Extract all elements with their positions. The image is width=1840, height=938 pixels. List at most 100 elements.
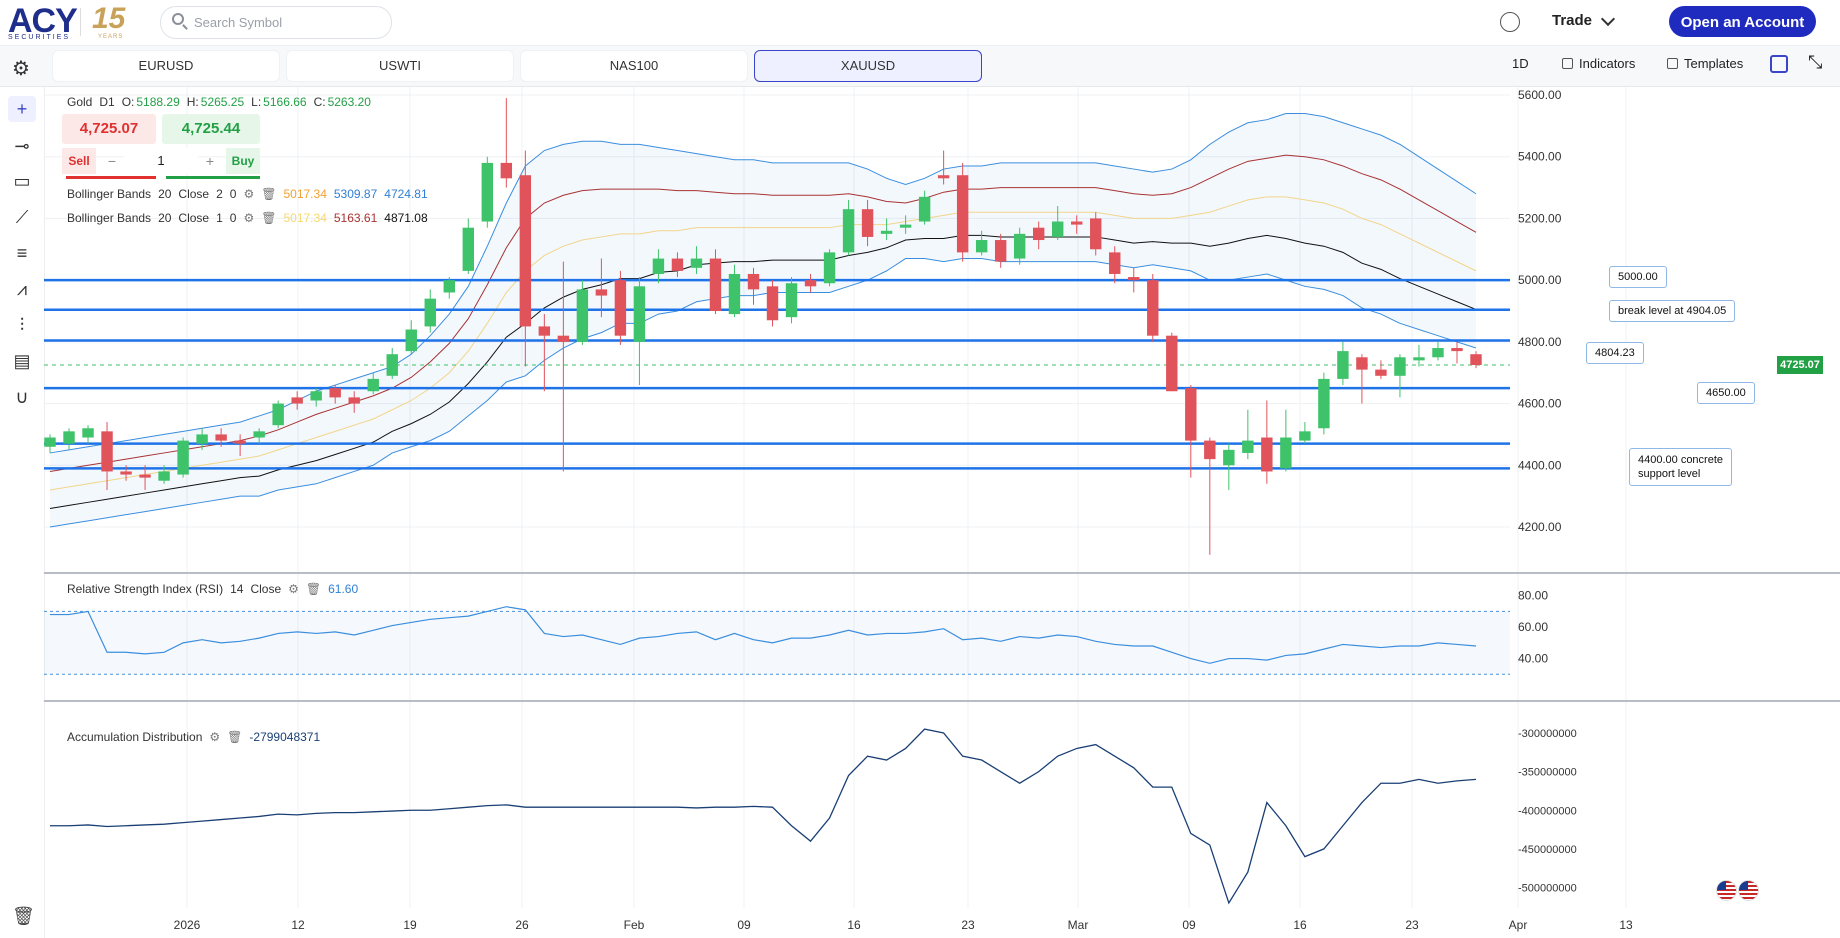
candle: [766, 286, 779, 321]
candle: [842, 209, 855, 253]
candle: [671, 258, 684, 271]
measure-tool-icon[interactable]: ⫶: [19, 315, 25, 335]
time-axis-label: 16: [1293, 918, 1307, 932]
legend-close: C: 5263.20: [313, 95, 371, 109]
layers-icon[interactable]: [1770, 55, 1788, 73]
rsi-line: [50, 606, 1477, 664]
bb1-legend: Bollinger Bands 20 Close 2 0 ⚙ 🗑 5017.34 5309.87…: [67, 187, 428, 201]
price-axis-label: 4600.00: [1518, 397, 1562, 411]
candle: [519, 175, 532, 327]
templates-icon: [1667, 58, 1678, 69]
annotation-4650[interactable]: 4650.00: [1697, 382, 1755, 404]
open-account-button[interactable]: Open an Account: [1669, 6, 1816, 37]
trash-icon[interactable]: 🗑: [12, 906, 35, 926]
candle: [1318, 378, 1330, 429]
sell-price[interactable]: 4,725.07: [62, 114, 156, 144]
bb1-delete-icon[interactable]: 🗑: [261, 187, 277, 201]
ad-axis-label: -500000000: [1518, 883, 1577, 895]
annotation-5000[interactable]: 5000.00: [1609, 266, 1667, 288]
time-axis-label: 13: [1619, 918, 1633, 932]
annotation-break-level[interactable]: break level at 4904.05: [1609, 300, 1736, 322]
candle: [348, 397, 360, 404]
candle: [861, 209, 874, 237]
candle: [1204, 440, 1216, 460]
candle: [1109, 252, 1121, 274]
candle: [1375, 369, 1387, 376]
candle: [1147, 280, 1159, 336]
indicators-button[interactable]: Indicators: [1562, 56, 1635, 71]
annotation-support[interactable]: 4400.00 concrete support level: [1629, 448, 1733, 486]
candle: [139, 474, 151, 478]
time-axis-label: Apr: [1509, 918, 1528, 932]
line-tool-icon[interactable]: ⊸: [14, 136, 30, 156]
price-chart[interactable]: 5600.00 5400.00 5200.00 5000.00 4800.00 4600.…: [44, 87, 1840, 938]
candle: [177, 440, 189, 475]
increase-quantity-button[interactable]: +: [205, 153, 215, 169]
time-axis-label: 09: [1182, 918, 1196, 932]
timeframe-button[interactable]: 1D: [1512, 56, 1529, 71]
price-axis-label: 4200.00: [1518, 520, 1562, 534]
candle: [956, 175, 969, 253]
quantity-field[interactable]: 1: [124, 148, 198, 174]
bb2-delete-icon[interactable]: 🗑: [261, 211, 277, 225]
candle: [310, 391, 322, 401]
candle: [234, 440, 246, 444]
fib-tool-icon[interactable]: ≡: [16, 243, 28, 263]
candle: [386, 354, 398, 376]
quick-trade-widget: 4,725.07 4,725.44 Sell − 1 + Buy: [62, 114, 260, 180]
candle: [215, 434, 227, 441]
bb2-settings-icon[interactable]: ⚙: [243, 211, 255, 225]
ohlc-legend: Gold D1 O: 5188.29 H: 5265.25 L: 5166.66 C: 5263.…: [67, 95, 378, 109]
trend-tool-icon[interactable]: ⟋: [15, 207, 29, 227]
buy-button[interactable]: Buy: [226, 148, 260, 174]
tab-xauusd[interactable]: XAUUSD: [754, 50, 982, 82]
crosshair-tool-icon[interactable]: +: [8, 96, 36, 122]
time-axis-label: 2026: [174, 918, 201, 932]
annotation-4804[interactable]: 4804.23: [1586, 342, 1644, 364]
candle: [1470, 354, 1482, 365]
brand-logo[interactable]: ACY: [8, 2, 78, 40]
globe-icon[interactable]: [1500, 12, 1520, 32]
fullscreen-icon[interactable]: ⤡: [1808, 52, 1823, 72]
ad-delete-icon[interactable]: 🗑: [227, 730, 243, 744]
candle: [1013, 233, 1026, 259]
price-axis-label: 4800.00: [1518, 335, 1562, 349]
candle: [1090, 218, 1102, 250]
rsi-settings-icon[interactable]: ⚙: [288, 582, 299, 596]
time-axis-label: 26: [515, 918, 529, 932]
candle: [462, 227, 474, 271]
candle: [918, 196, 931, 222]
candle: [1299, 431, 1311, 441]
candle: [652, 258, 665, 274]
sell-button[interactable]: Sell: [62, 148, 96, 174]
tab-eurusd[interactable]: EURUSD: [52, 50, 280, 82]
legend-timeframe: D1: [99, 95, 115, 109]
anniversary-subtitle: YEARS: [98, 34, 124, 40]
ad-settings-icon[interactable]: ⚙: [209, 730, 221, 744]
ad-legend: Accumulation Distribution ⚙ 🗑 -2799048371: [67, 730, 321, 744]
search-input[interactable]: [192, 9, 386, 35]
brand-subtitle: SECURITIES: [8, 34, 71, 41]
settings-gear-icon[interactable]: ⚙: [12, 58, 30, 80]
us-flag-icon: [1738, 880, 1759, 901]
candle: [1394, 357, 1406, 376]
trade-menu[interactable]: Trade: [1552, 12, 1593, 29]
text-tool-icon[interactable]: ▤: [13, 351, 31, 371]
decrease-quantity-button[interactable]: −: [107, 153, 117, 169]
pattern-tool-icon[interactable]: ⩘: [16, 279, 28, 299]
buy-price[interactable]: 4,725.44: [162, 114, 260, 144]
candle: [196, 434, 208, 444]
candle: [728, 273, 741, 315]
tab-uswti[interactable]: USWTI: [286, 50, 514, 82]
rectangle-tool-icon[interactable]: ▭: [13, 171, 31, 191]
templates-button[interactable]: Templates: [1667, 56, 1743, 71]
rsi-delete-icon[interactable]: 🗑: [305, 582, 322, 596]
tab-nas100[interactable]: NAS100: [520, 50, 748, 82]
bb1-settings-icon[interactable]: ⚙: [243, 187, 255, 201]
candle: [272, 403, 284, 426]
candle: [500, 162, 513, 179]
ad-axis-label: -400000000: [1518, 805, 1577, 817]
magnet-tool-icon[interactable]: ∪: [15, 387, 29, 407]
time-axis-label: 23: [1405, 918, 1419, 932]
candle: [1451, 348, 1463, 352]
